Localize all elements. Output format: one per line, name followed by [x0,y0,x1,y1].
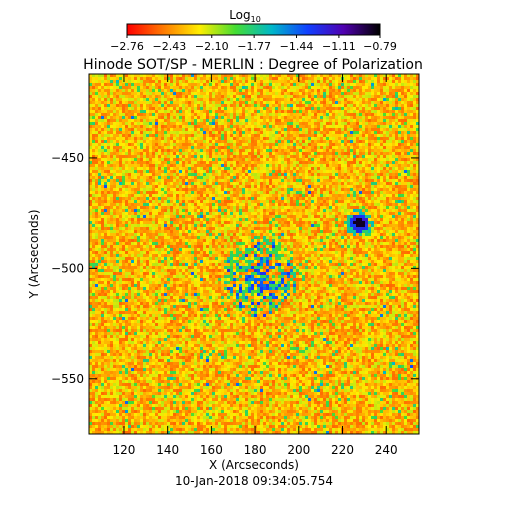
y-tick-label: −550 [51,372,84,386]
colorbar-tick-label: −2.76 [110,40,144,53]
colorbar-title: Log10 [229,8,261,24]
chart-title: Hinode SOT/SP - MERLIN : Degree of Polar… [83,57,423,73]
timestamp: 10-Jan-2018 09:34:05.754 [175,474,333,488]
x-tick-label: 220 [331,443,354,457]
colorbar-tick-label: −0.79 [363,40,397,53]
colorbar: Log10 −2.76 −2.43 −2.10 −1.77 −1.44 −1.11 −0.7… [110,8,397,53]
colorbar-frame [126,23,381,36]
x-tick-label: 160 [200,443,223,457]
colorbar-tick-label: −1.11 [322,40,356,53]
colorbar-tick-label: −1.44 [280,40,314,53]
colorbar-ramp [127,24,381,35]
x-tick-label: 240 [375,443,398,457]
y-tick-label: −500 [51,261,84,275]
x-tick-label: 200 [287,443,310,457]
colorbar-tick-label: −2.43 [153,40,187,53]
heatmap-image [89,74,419,434]
y-axis-label: Y (Arcseconds) [27,209,41,299]
plot-frame [88,73,420,435]
colorbar-tick-label: −2.10 [195,40,229,53]
x-tick-label: 120 [113,443,136,457]
y-tick-label: −450 [51,151,84,165]
colorbar-title-subscript: 10 [251,15,261,24]
x-tick-label: 140 [156,443,179,457]
x-axis-label: X (Arcseconds) [209,458,299,472]
x-tick-label: 180 [244,443,267,457]
colorbar-tick-label: −1.77 [237,40,271,53]
